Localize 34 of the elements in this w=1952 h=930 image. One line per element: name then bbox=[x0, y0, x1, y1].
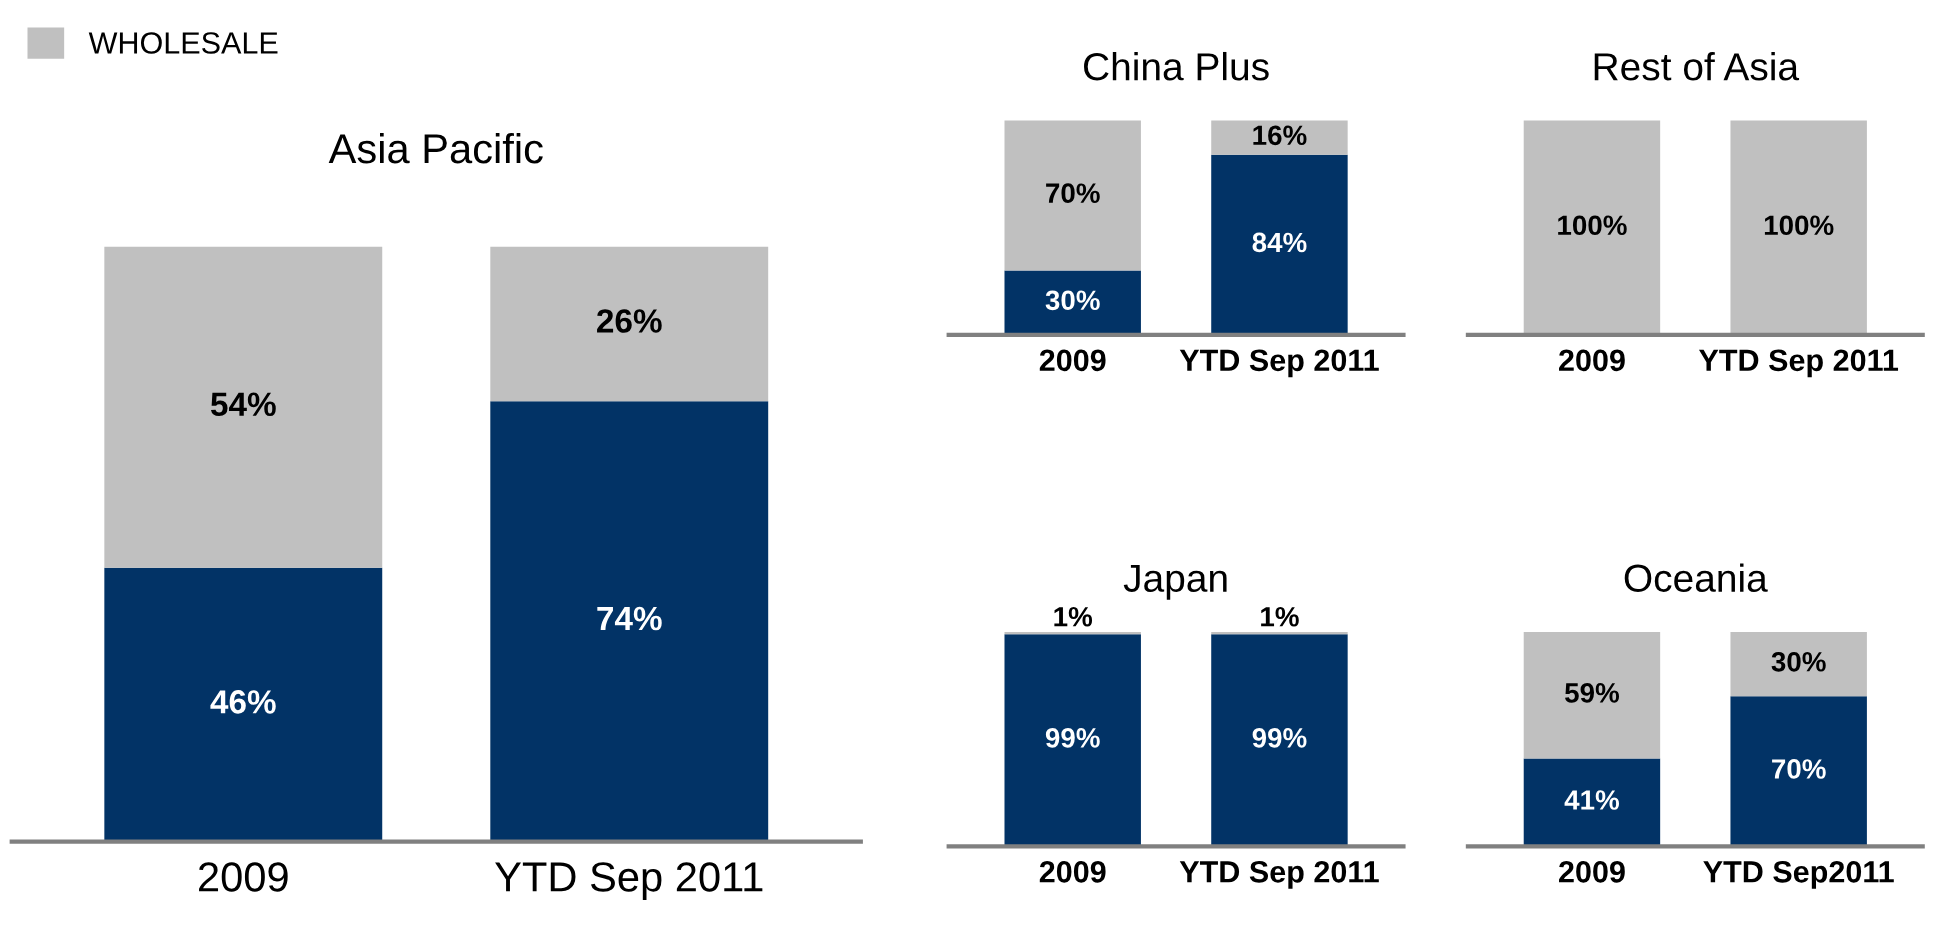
data-label: 30% bbox=[1771, 651, 1826, 672]
data-label: 46% bbox=[210, 690, 276, 714]
chart-title: Asia Pacific bbox=[328, 132, 543, 164]
data-label: 1% bbox=[1261, 606, 1299, 627]
data-label: 54% bbox=[210, 392, 276, 417]
x-tick-label: YTD Sep 2011 bbox=[495, 862, 763, 900]
data-label: 99% bbox=[1252, 728, 1307, 748]
x-tick-label: YTD Sep 2011 bbox=[1179, 349, 1379, 378]
data-label: 16% bbox=[1253, 125, 1307, 146]
x-tick-label: 2009 bbox=[1559, 349, 1625, 372]
x-tick-label: 2009 bbox=[1559, 861, 1625, 883]
x-tick-label: YTD Sep 2011 bbox=[1698, 349, 1899, 378]
data-label: 1% bbox=[1054, 606, 1093, 627]
data-label: 26% bbox=[597, 309, 662, 333]
chart-title: Rest of Asia bbox=[1594, 51, 1800, 81]
data-label: 100% bbox=[1558, 215, 1627, 236]
x-tick-label: YTD Sep2011 bbox=[1703, 861, 1894, 889]
x-tick-label: YTD Sep 2011 bbox=[1179, 861, 1379, 889]
chart-title: Japan bbox=[1123, 564, 1227, 600]
data-label: 70% bbox=[1772, 759, 1826, 779]
data-label: 70% bbox=[1046, 183, 1100, 203]
legend-label: WHOLESALE bbox=[88, 32, 278, 54]
data-label: 100% bbox=[1764, 215, 1834, 236]
x-tick-label: 2009 bbox=[1039, 349, 1106, 372]
data-label: 99% bbox=[1045, 728, 1100, 748]
data-label: 59% bbox=[1565, 683, 1620, 703]
chart-title: China Plus bbox=[1084, 51, 1269, 81]
x-tick-label: 2009 bbox=[1039, 861, 1106, 883]
data-label: 41% bbox=[1564, 790, 1620, 810]
x-tick-label: 2009 bbox=[199, 862, 288, 892]
data-label: 74% bbox=[597, 606, 662, 631]
data-label: 30% bbox=[1045, 290, 1100, 311]
data-label: 84% bbox=[1252, 232, 1307, 253]
chart-title: Oceania bbox=[1624, 563, 1768, 593]
